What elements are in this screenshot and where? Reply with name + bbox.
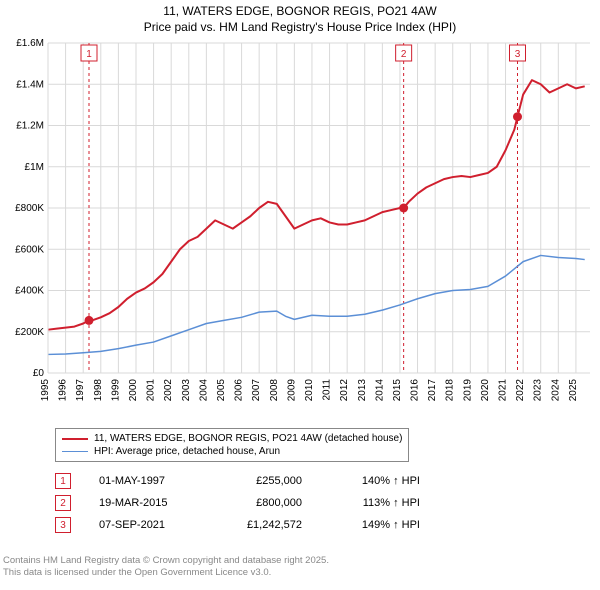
x-tick-label: 2016 [410,379,421,402]
attribution-line-1: Contains HM Land Registry data © Crown c… [3,555,329,567]
x-tick-label: 2003 [181,379,192,402]
title-block: 11, WATERS EDGE, BOGNOR REGIS, PO21 4AW … [0,0,600,35]
marker-price: £1,242,572 [222,519,302,531]
x-tick-label: 2017 [427,379,438,402]
legend-swatch [62,451,88,452]
x-tick-label: 2009 [286,379,297,402]
marker-id-box: 2 [55,495,71,511]
y-tick-label: £1.4M [16,79,44,90]
marker-id-box: 1 [55,473,71,489]
title-line-1: 11, WATERS EDGE, BOGNOR REGIS, PO21 4AW [0,4,600,20]
marker-pct: 113% ↑ HPI [330,497,420,509]
marker-date: 19-MAR-2015 [99,497,194,509]
y-tick-label: £800K [15,203,44,214]
marker-pct: 140% ↑ HPI [330,475,420,487]
y-tick-label: £1M [25,162,44,173]
legend-row: HPI: Average price, detached house, Arun [62,445,402,458]
x-tick-label: 2008 [269,379,280,402]
marker-table-row: 3 07-SEP-2021 £1,242,572 149% ↑ HPI [55,514,420,536]
legend-label: HPI: Average price, detached house, Arun [94,446,280,457]
y-tick-label: £1.6M [16,38,44,49]
chart-container: 11, WATERS EDGE, BOGNOR REGIS, PO21 4AW … [0,0,600,590]
x-tick-label: 1998 [93,379,104,402]
x-tick-label: 2005 [216,379,227,402]
legend-row: 11, WATERS EDGE, BOGNOR REGIS, PO21 4AW … [62,432,402,445]
legend-swatch [62,438,88,440]
marker-pct: 149% ↑ HPI [330,519,420,531]
marker-table-row: 2 19-MAR-2015 £800,000 113% ↑ HPI [55,492,420,514]
legend-label: 11, WATERS EDGE, BOGNOR REGIS, PO21 4AW … [94,433,402,444]
marker-flag-label: 1 [86,49,92,60]
x-tick-label: 2024 [550,379,561,402]
marker-dot [399,204,408,213]
legend: 11, WATERS EDGE, BOGNOR REGIS, PO21 4AW … [55,428,409,462]
y-tick-label: £1.2M [16,121,44,132]
x-tick-label: 2018 [445,379,456,402]
marker-flag-label: 3 [515,49,521,60]
x-tick-label: 2025 [568,379,579,402]
x-tick-label: 1995 [40,379,51,402]
x-tick-label: 2020 [480,379,491,402]
x-tick-label: 2007 [251,379,262,402]
title-line-2: Price paid vs. HM Land Registry's House … [0,20,600,36]
x-tick-label: 1997 [75,379,86,402]
attribution: Contains HM Land Registry data © Crown c… [3,555,329,579]
x-tick-label: 2023 [533,379,544,402]
marker-dot [513,112,522,121]
x-tick-label: 2015 [392,379,403,402]
x-tick-label: 1996 [58,379,69,402]
x-tick-label: 2001 [146,379,157,402]
x-tick-label: 2019 [462,379,473,402]
marker-dot [85,316,94,325]
attribution-line-2: This data is licensed under the Open Gov… [3,567,329,579]
x-tick-label: 2006 [234,379,245,402]
marker-price: £800,000 [222,497,302,509]
marker-table: 1 01-MAY-1997 £255,000 140% ↑ HPI 2 19-MAR-20… [55,470,420,536]
x-tick-label: 2010 [304,379,315,402]
x-tick-label: 2012 [339,379,350,402]
x-tick-label: 2000 [128,379,139,402]
x-tick-label: 2022 [515,379,526,402]
x-tick-label: 2014 [374,379,385,402]
y-tick-label: £400K [15,286,44,297]
y-tick-label: £0 [33,368,45,379]
x-tick-label: 1999 [110,379,121,402]
marker-price: £255,000 [222,475,302,487]
x-tick-label: 2002 [163,379,174,402]
y-tick-label: £200K [15,327,44,338]
marker-id-box: 3 [55,517,71,533]
marker-date: 01-MAY-1997 [99,475,194,487]
x-tick-label: 2011 [322,379,333,401]
marker-table-row: 1 01-MAY-1997 £255,000 140% ↑ HPI [55,470,420,492]
marker-flag-label: 2 [401,49,407,60]
chart-svg: £0 £200K £400K £600K £800K £1M £1.2M £1.4M £1.6M… [0,35,600,415]
chart-area: £0 £200K £400K £600K £800K £1M £1.2M £1.4M £1.6M… [0,35,600,415]
x-tick-label: 2013 [357,379,368,402]
x-tick-label: 2021 [498,379,509,402]
marker-date: 07-SEP-2021 [99,519,194,531]
y-tick-label: £600K [15,244,44,255]
x-tick-label: 2004 [198,379,209,402]
